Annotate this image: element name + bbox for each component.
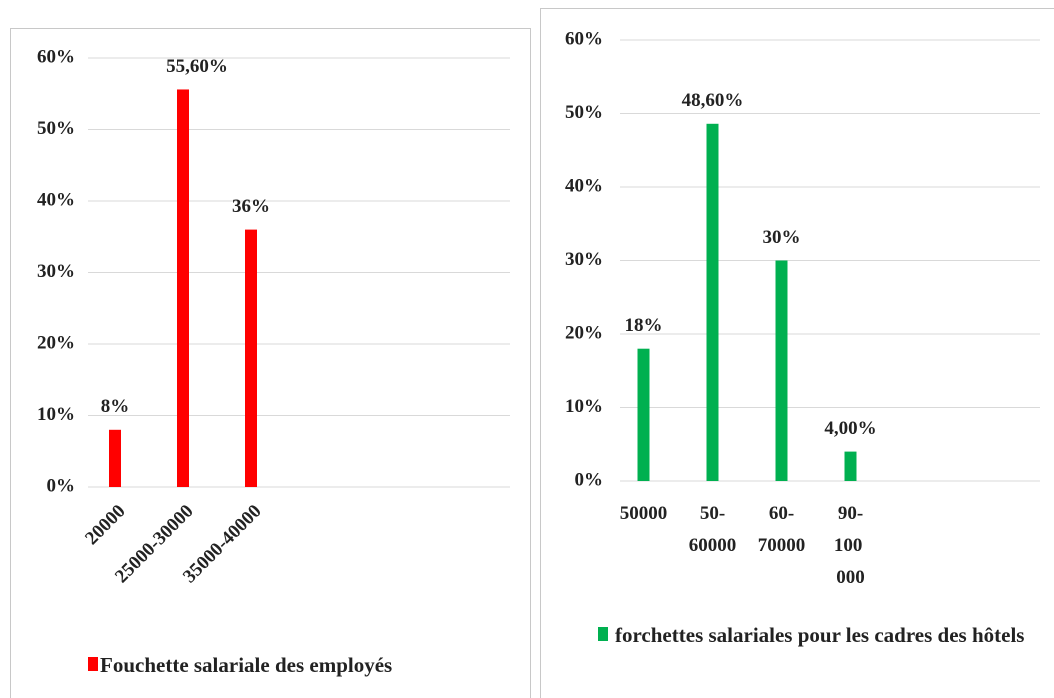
y-tick-label: 10% bbox=[37, 404, 75, 425]
y-tick-label: 40% bbox=[565, 175, 603, 196]
x-tick-label: 60-70000 bbox=[758, 503, 806, 556]
y-tick-label: 40% bbox=[37, 189, 75, 210]
data-label: 55,60% bbox=[166, 56, 228, 77]
bar bbox=[775, 260, 788, 481]
legend-label: Fouchette salariale des employés bbox=[100, 653, 393, 677]
legend-label: forchettes salariales pour les cadres de… bbox=[615, 623, 1025, 647]
y-tick-label: 20% bbox=[565, 322, 603, 343]
y-tick-label: 30% bbox=[565, 249, 603, 270]
x-tick-label: 50000 bbox=[620, 503, 668, 524]
data-label: 4,00% bbox=[824, 418, 876, 439]
bar bbox=[245, 229, 257, 487]
panel bbox=[540, 8, 1054, 698]
y-tick-label: 20% bbox=[37, 332, 75, 353]
bar bbox=[706, 123, 719, 481]
y-tick-label: 50% bbox=[37, 118, 75, 139]
x-tick-label: 50-60000 bbox=[689, 503, 737, 556]
y-tick-label: 50% bbox=[565, 102, 603, 123]
y-tick-label: 60% bbox=[565, 28, 603, 49]
data-label: 48,60% bbox=[682, 90, 744, 111]
data-label: 8% bbox=[101, 396, 130, 417]
panel bbox=[10, 28, 531, 698]
bar bbox=[109, 429, 121, 487]
y-tick-label: 0% bbox=[47, 475, 76, 496]
y-tick-label: 30% bbox=[37, 261, 75, 282]
legend-swatch bbox=[598, 627, 608, 641]
y-tick-label: 0% bbox=[575, 469, 604, 490]
bar bbox=[844, 451, 857, 481]
legend-swatch bbox=[88, 657, 98, 671]
x-tick-label: 90-100 000 bbox=[834, 503, 867, 588]
bar bbox=[637, 348, 650, 481]
bar bbox=[177, 89, 189, 488]
data-label: 30% bbox=[763, 227, 801, 248]
data-label: 18% bbox=[625, 315, 663, 336]
y-tick-label: 10% bbox=[565, 396, 603, 417]
data-label: 36% bbox=[232, 196, 270, 217]
y-tick-label: 60% bbox=[37, 46, 75, 67]
